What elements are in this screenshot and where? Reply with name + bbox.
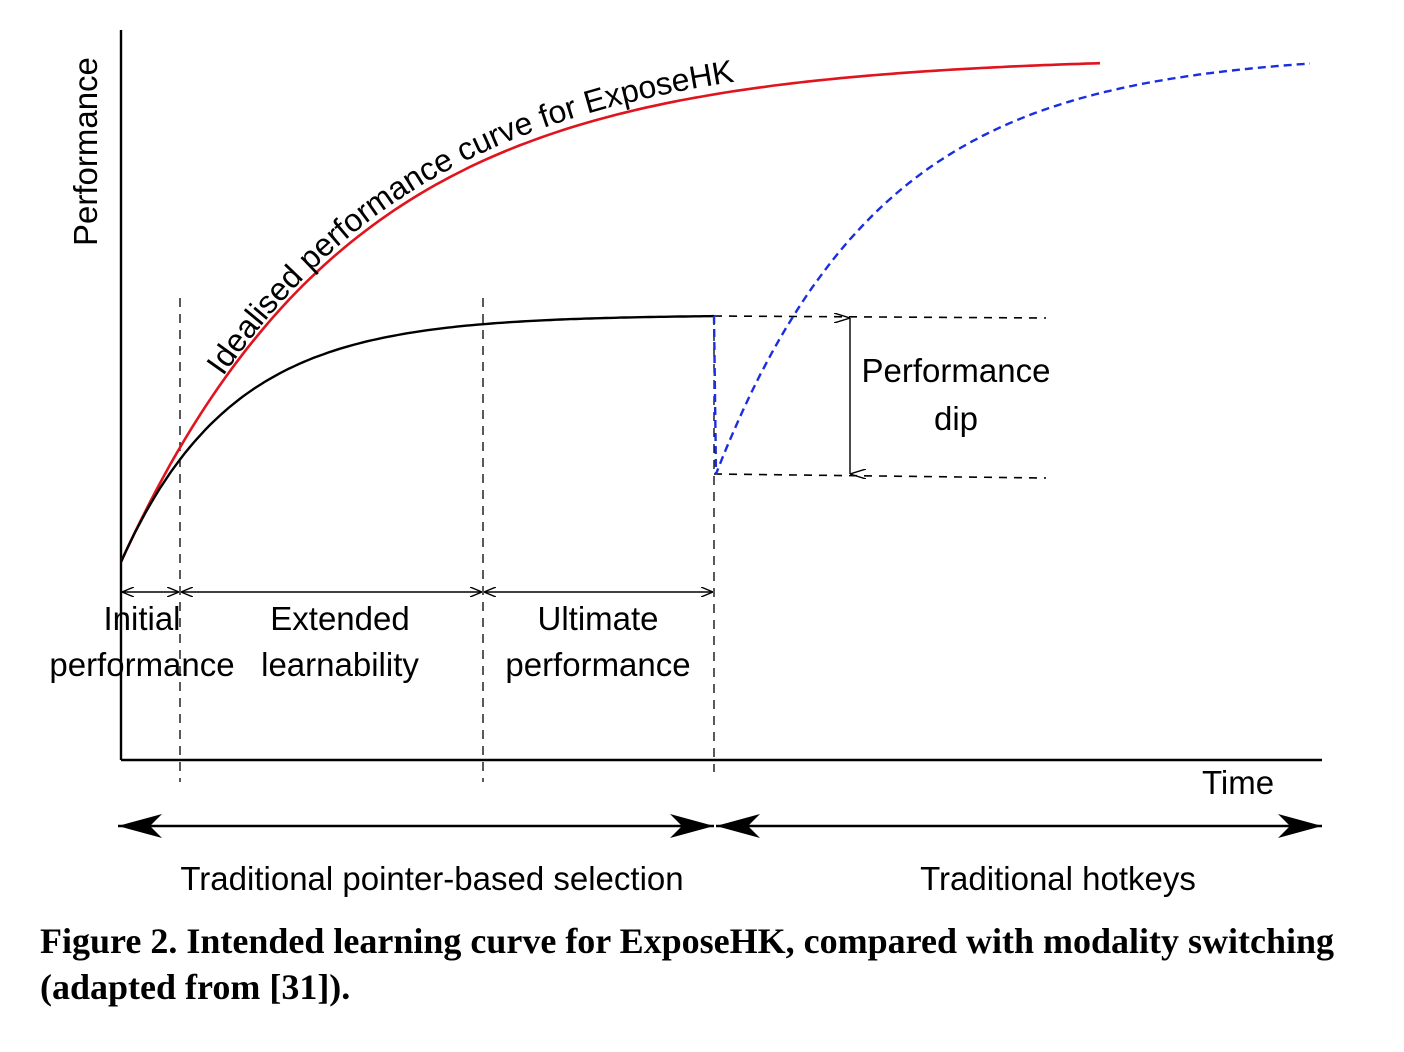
dip-label-line2: dip	[934, 400, 978, 437]
pointer-curve	[119, 314, 715, 563]
x-axis-label: Time	[1202, 764, 1274, 801]
initial-label-line2: performance	[49, 646, 234, 683]
idealised-curve	[119, 61, 1101, 563]
hotkey-modality-label: Traditional hotkeys	[920, 860, 1196, 897]
dip-bottom-reference	[713, 473, 1047, 479]
pointer-modality-label: Traditional pointer-based selection	[180, 860, 683, 897]
idealised-curve-label: Idealised performance curve for ExposeHK	[199, 53, 736, 381]
dip-top-reference	[713, 315, 1047, 319]
figure-caption: Figure 2. Intended learning curve for Ex…	[40, 921, 1335, 1007]
ultimate-label-line1: Ultimate	[537, 600, 658, 637]
extended-label-line1: Extended	[270, 600, 409, 637]
ultimate-label-line2: performance	[505, 646, 690, 683]
y-axis-label: Performance	[67, 57, 104, 246]
initial-label-line1: Initial	[103, 600, 180, 637]
hotkey-curve	[712, 62, 1311, 475]
extended-label-line2: learnability	[261, 646, 419, 683]
learning-curve-diagram: Idealised performance curve for ExposeHK…	[49, 30, 1322, 897]
dip-label-line1: Performance	[862, 352, 1051, 389]
